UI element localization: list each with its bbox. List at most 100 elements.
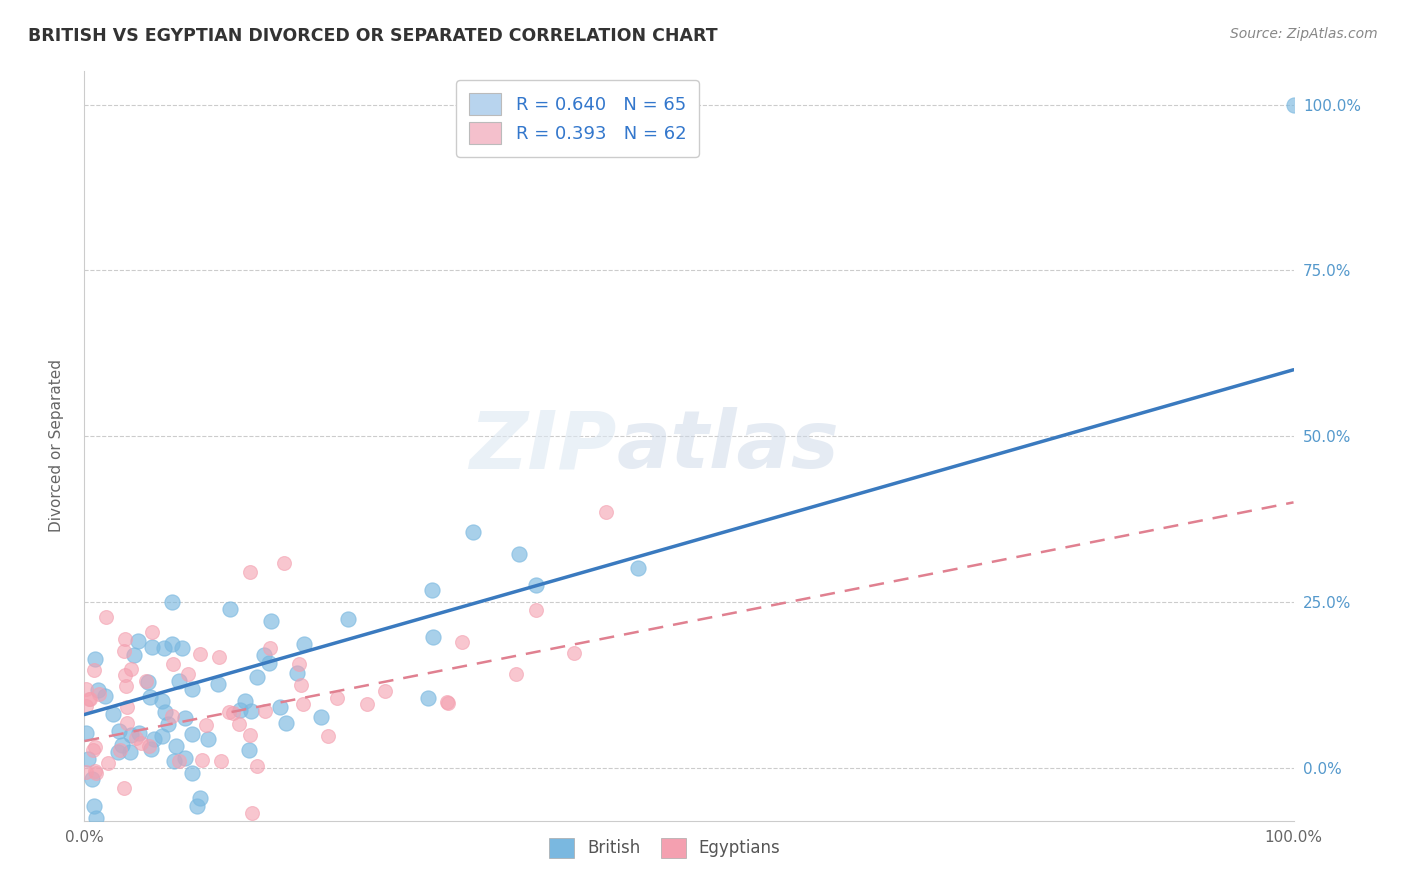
Point: [167, 754, 190, 768]
Point: [160, 708, 183, 723]
Point: [139, 690, 162, 705]
Point: [208, 650, 231, 665]
Point: [451, 634, 474, 648]
Point: [84, 764, 107, 779]
Point: [160, 637, 183, 651]
Point: [253, 648, 276, 663]
Point: [75, 726, 97, 740]
Point: [142, 840, 165, 855]
Point: [84, 651, 107, 665]
Point: [94, 610, 117, 624]
Point: [228, 716, 250, 731]
Point: [239, 728, 262, 742]
Point: [150, 694, 173, 708]
Point: [135, 674, 157, 689]
Point: [112, 781, 135, 796]
Point: [269, 700, 291, 714]
Point: [165, 739, 187, 753]
Point: [111, 738, 134, 752]
Point: [436, 695, 458, 709]
Point: [316, 729, 339, 743]
Point: [238, 743, 260, 757]
Point: [176, 667, 198, 681]
Point: [114, 632, 136, 646]
Text: atlas: atlas: [616, 407, 839, 485]
Point: [108, 743, 131, 757]
Point: [325, 690, 347, 705]
Point: [142, 732, 165, 747]
Point: [219, 602, 242, 616]
Point: [209, 754, 232, 768]
Point: [288, 657, 311, 671]
Point: [186, 798, 208, 813]
Point: [141, 742, 163, 756]
Point: [309, 710, 332, 724]
Text: ZIP: ZIP: [470, 407, 616, 485]
Point: [97, 756, 120, 771]
Point: [254, 704, 277, 718]
Point: [292, 637, 315, 651]
Point: [422, 631, 444, 645]
Point: [274, 716, 297, 731]
Point: [239, 566, 262, 580]
Point: [437, 696, 460, 710]
Text: BRITISH VS EGYPTIAN DIVORCED OR SEPARATED CORRELATION CHART: BRITISH VS EGYPTIAN DIVORCED OR SEPARATE…: [28, 27, 717, 45]
Point: [77, 751, 100, 765]
Point: [246, 759, 269, 773]
Point: [1282, 97, 1305, 112]
Point: [180, 682, 202, 697]
Point: [191, 753, 214, 767]
Point: [260, 614, 283, 628]
Point: [162, 657, 184, 671]
Point: [108, 723, 131, 738]
Point: [240, 704, 263, 718]
Point: [246, 670, 269, 684]
Point: [77, 692, 100, 706]
Point: [103, 706, 125, 721]
Point: [75, 764, 97, 779]
Point: [141, 640, 163, 654]
Point: [129, 827, 152, 841]
Point: [207, 677, 229, 691]
Point: [285, 665, 308, 680]
Point: [114, 679, 136, 693]
Point: [162, 754, 184, 768]
Point: [188, 791, 211, 805]
Point: [422, 582, 444, 597]
Text: Source: ZipAtlas.com: Source: ZipAtlas.com: [1230, 27, 1378, 41]
Point: [627, 560, 650, 574]
Point: [356, 698, 378, 712]
Point: [115, 700, 138, 714]
Point: [167, 673, 190, 688]
Point: [117, 716, 139, 731]
Point: [82, 742, 104, 756]
Point: [174, 711, 197, 725]
Point: [114, 668, 136, 682]
Point: [75, 681, 97, 696]
Point: [122, 648, 145, 662]
Point: [84, 766, 107, 780]
Point: [82, 772, 104, 787]
Point: [505, 667, 527, 681]
Point: [153, 705, 176, 719]
Point: [75, 698, 97, 713]
Point: [94, 689, 117, 703]
Point: [129, 736, 152, 750]
Point: [461, 525, 484, 540]
Point: [222, 706, 245, 720]
Point: [195, 718, 218, 732]
Point: [128, 726, 150, 740]
Point: [138, 739, 160, 754]
Point: [125, 731, 148, 745]
Point: [160, 595, 183, 609]
Point: [107, 745, 129, 759]
Point: [188, 648, 211, 662]
Point: [524, 603, 547, 617]
Point: [181, 766, 204, 780]
Point: [259, 640, 281, 655]
Point: [180, 726, 202, 740]
Point: [79, 692, 101, 706]
Point: [112, 644, 135, 658]
Point: [595, 504, 617, 518]
Point: [291, 697, 314, 711]
